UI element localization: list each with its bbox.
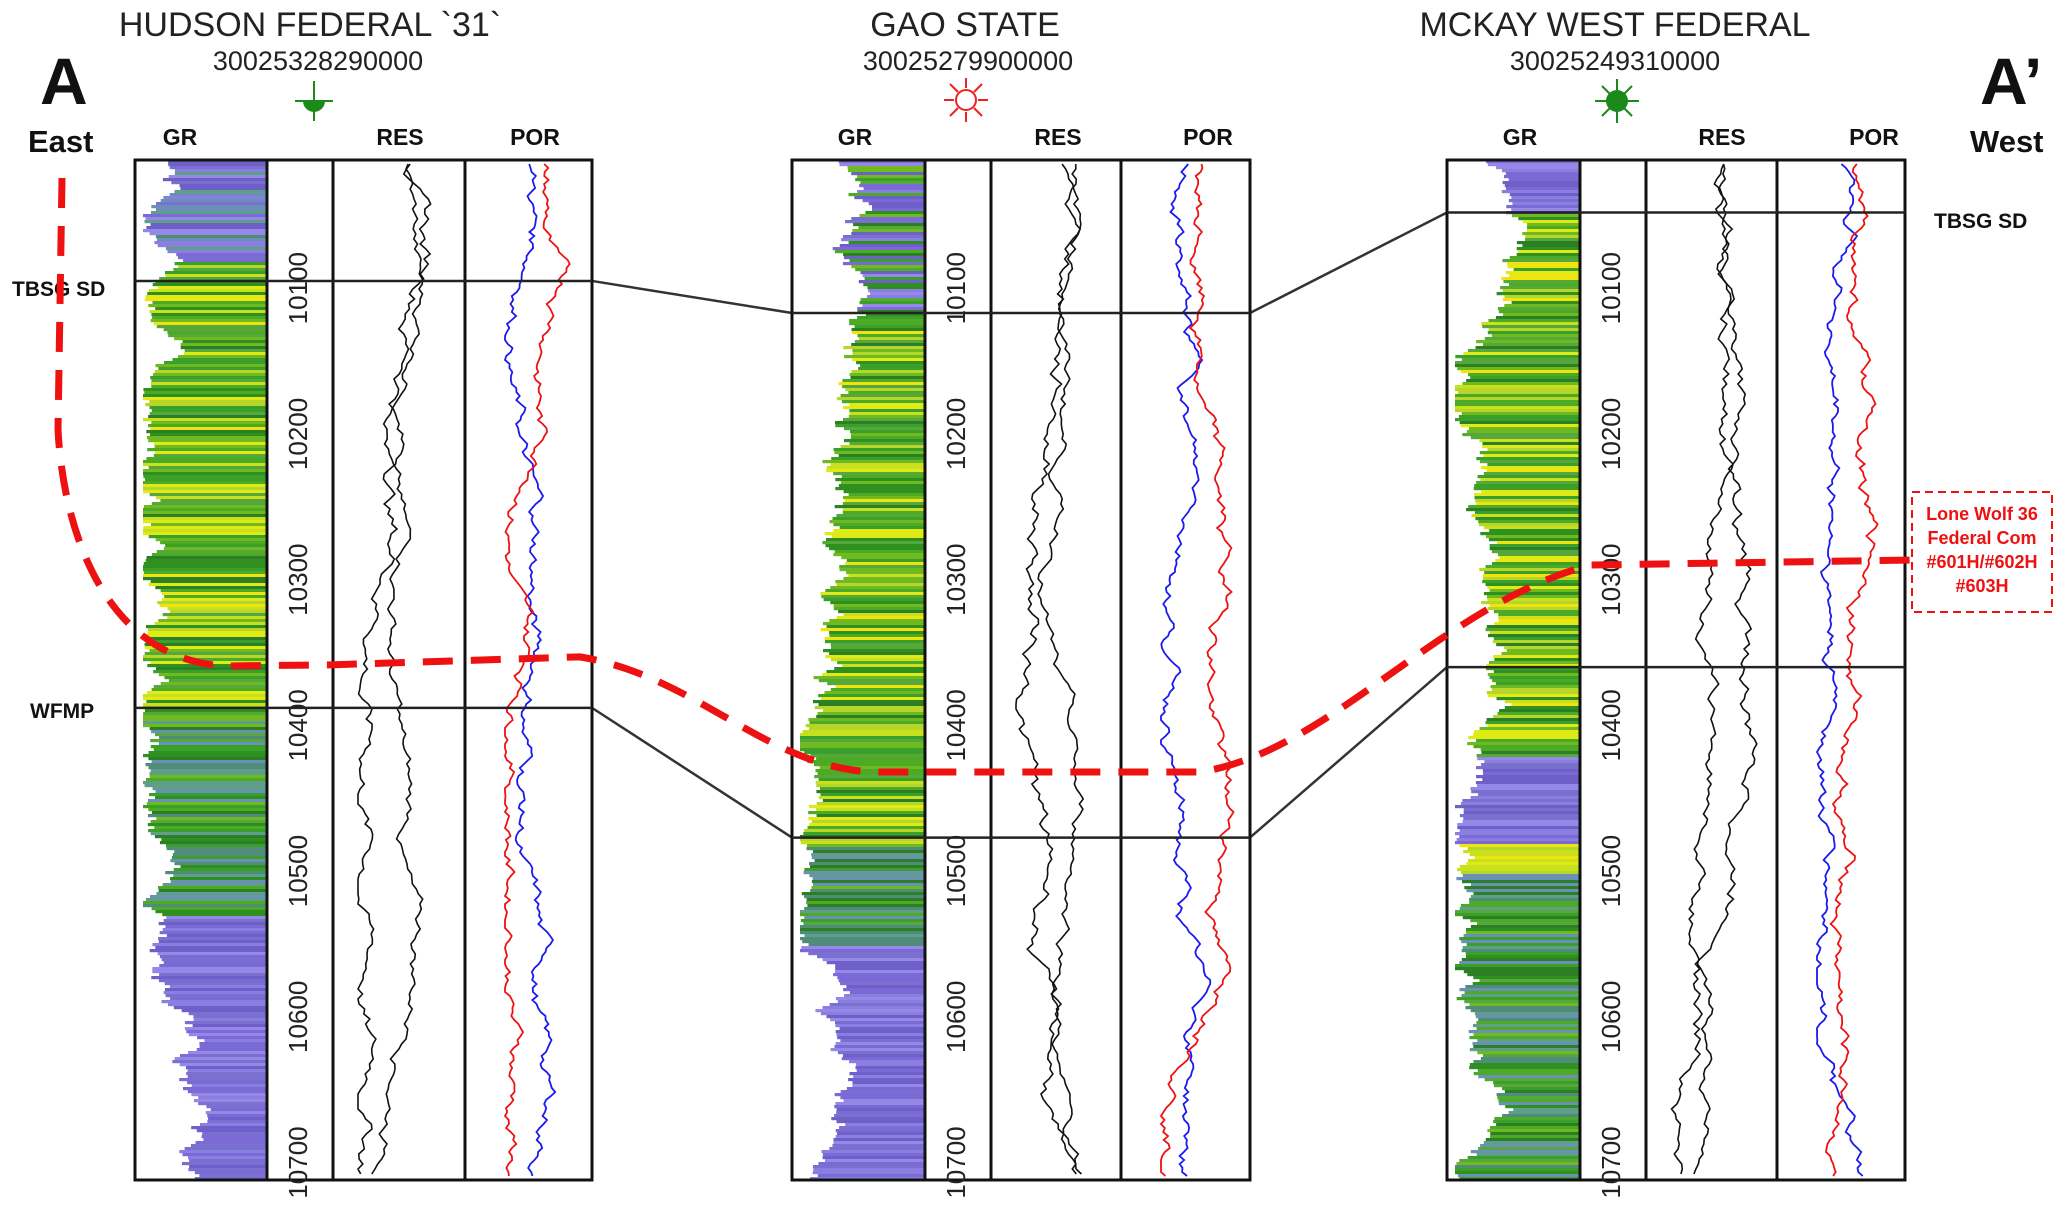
por-track — [1119, 158, 1252, 1182]
depth-tick-label: 10100 — [1596, 252, 1626, 324]
gas-well-icon — [1595, 79, 1639, 123]
res-track — [331, 158, 467, 1182]
track-header-res: RES — [1698, 124, 1745, 150]
por-log-curves — [1159, 163, 1235, 1177]
correlation-line — [591, 706, 793, 839]
depth-tick-label: 10300 — [283, 544, 313, 616]
well-name: GAO STATE — [870, 6, 1060, 44]
correlation-lines — [591, 211, 1448, 839]
well-panel-mckay-west: MCKAY WEST FEDERAL 30025249310000 GR RES… — [1419, 6, 1907, 1199]
track-header-por: POR — [1849, 124, 1899, 150]
track-header-gr: GR — [1503, 124, 1538, 150]
correlation-line — [1249, 666, 1448, 839]
section-start-direction: East — [28, 124, 93, 159]
track-header-por: POR — [1183, 124, 1233, 150]
track-header-por: POR — [510, 124, 560, 150]
depth-tick-label: 10100 — [283, 252, 313, 324]
depth-tick-label: 10400 — [941, 689, 971, 761]
track-header-res: RES — [1034, 124, 1081, 150]
res-track — [1644, 158, 1779, 1182]
res-log-curves — [1670, 163, 1758, 1175]
gr-log-fill — [1455, 160, 1580, 1181]
por-track — [463, 158, 594, 1182]
depth-tick-label: 10600 — [1596, 981, 1626, 1053]
well-name: HUDSON FEDERAL `31` — [119, 6, 501, 44]
track-header-gr: GR — [163, 124, 198, 150]
section-end-direction: West — [1970, 124, 2044, 159]
gr-log-fill — [143, 160, 267, 1181]
log-tracks: 10100 10200 10300 10400 10500 10600 10700 — [133, 158, 594, 1199]
lateral-wellbore-path — [54, 177, 1911, 776]
marker-label-wfmp-left: WFMP — [30, 700, 94, 723]
section-end-label: A’ — [1980, 44, 2042, 118]
por-track — [1775, 158, 1907, 1182]
callout-box — [1911, 491, 2053, 613]
track-header-res: RES — [376, 124, 423, 150]
depth-tick-label: 10500 — [283, 835, 313, 907]
depth-tick-label: 10700 — [941, 1126, 971, 1198]
marker-label-tbsg-right: TBSG SD — [1934, 210, 2027, 233]
res-log-curves — [1015, 163, 1085, 1175]
track-header-gr: GR — [838, 124, 873, 150]
depth-tick-label: 10200 — [941, 398, 971, 470]
gr-log-fill — [800, 160, 925, 1181]
well-panel-hudson: HUDSON FEDERAL `31` 30025328290000 GR RE… — [119, 6, 594, 1199]
well-api: 30025249310000 — [1510, 46, 1720, 76]
depth-tick-label: 10200 — [1596, 398, 1626, 470]
callout-line-3: #601H/#602H — [1926, 552, 2037, 572]
well-api: 30025279900000 — [863, 46, 1073, 76]
depth-tick-label: 10400 — [1596, 689, 1626, 761]
well-name: MCKAY WEST FEDERAL — [1419, 6, 1810, 44]
well-panel-gao-state: GAO STATE 30025279900000 GR RES POR 1010… — [790, 6, 1252, 1199]
res-log-curves — [357, 163, 432, 1175]
depth-tick-label: 10700 — [283, 1126, 313, 1198]
dry-hole-icon — [944, 78, 988, 122]
callout-line-4: #603H — [1955, 576, 2008, 596]
callout-line-1: Lone Wolf 36 — [1926, 504, 2038, 524]
correlation-line — [591, 279, 793, 315]
log-tracks: 10100 10200 10300 10400 10500 10600 10700 — [1445, 158, 1907, 1199]
por-log-curves — [503, 163, 571, 1177]
depth-tick-label: 10400 — [283, 689, 313, 761]
depth-tick-label: 10500 — [1596, 835, 1626, 907]
oil-well-icon — [295, 81, 333, 121]
callout-line-2: Federal Com — [1927, 528, 2036, 548]
depth-tick-label: 10600 — [941, 981, 971, 1053]
depth-tick-label: 10300 — [1596, 544, 1626, 616]
depth-tick-label: 10700 — [1596, 1126, 1626, 1198]
depth-tick-label: 10500 — [941, 835, 971, 907]
por-log-curves — [1815, 163, 1879, 1177]
depth-tick-label: 10600 — [283, 981, 313, 1053]
lateral-callout: Lone Wolf 36 Federal Com #601H/#602H #60… — [1911, 491, 2053, 613]
section-start-label: A — [40, 44, 88, 118]
depth-tick-label: 10200 — [283, 398, 313, 470]
well-api: 30025328290000 — [213, 46, 423, 76]
depth-tick-label: 10300 — [941, 544, 971, 616]
correlation-line — [1249, 211, 1448, 315]
